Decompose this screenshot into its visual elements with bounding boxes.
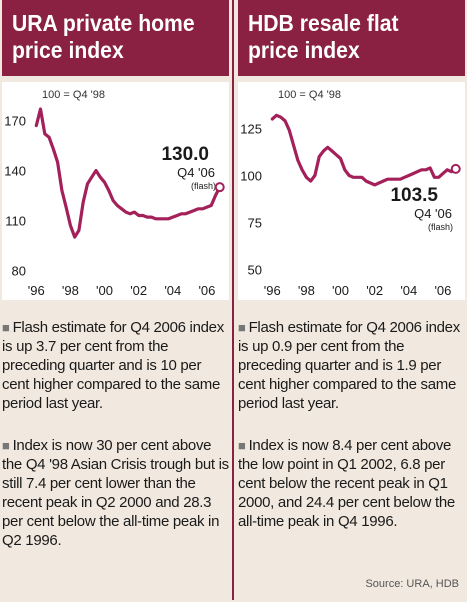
x-tick-label: '00	[332, 283, 349, 298]
bullet-square-icon: ■	[238, 320, 246, 335]
ura-panel: URA private home price index 100 = Q4 '9…	[2, 0, 229, 602]
hdb-bullet-2-text: Index is now 8.4 per cent above the low …	[238, 437, 455, 530]
bullet-square-icon: ■	[2, 320, 10, 335]
x-tick-label: '04	[164, 283, 181, 298]
y-tick-label: 50	[248, 262, 262, 277]
y-tick-label: 170	[4, 114, 26, 129]
y-tick-label: 140	[4, 164, 26, 179]
y-tick-label: 110	[5, 213, 26, 228]
ura-title-line1: URA private home	[12, 10, 195, 36]
hdb-bullet-1-text: Flash estimate for Q4 2006 index is up 0…	[238, 319, 460, 412]
ura-chart: 100 = Q4 '98 130.0 Q4 '06 (flash) 170 140…	[2, 82, 229, 300]
ura-base-note: 100 = Q4 '98	[42, 89, 105, 101]
y-tick-label: 80	[12, 263, 26, 278]
hdb-base-note: 100 = Q4 '98	[278, 89, 341, 101]
ura-bullet-2-text: Index is now 30 per cent above the Q4 '9…	[2, 437, 229, 549]
hdb-callout-value: 103.5	[390, 185, 438, 206]
x-tick-label: '02	[366, 283, 383, 298]
latest-value-marker	[450, 163, 461, 174]
hdb-title-line2: price index	[248, 37, 360, 63]
hdb-chart-svg: 100 = Q4 '98 103.5 Q4 '06 (flash) 125 100…	[240, 89, 461, 298]
x-tick-label: '02	[130, 283, 147, 298]
x-tick-label: '06	[434, 283, 451, 298]
panel-divider	[232, 0, 234, 600]
ura-title-line2: price index	[12, 37, 124, 63]
x-tick-label: '98	[62, 283, 79, 298]
ura-callout-value: 130.0	[161, 144, 209, 165]
ura-bullet-2: ■ Index is now 30 per cent above the Q4 '…	[2, 436, 229, 550]
x-tick-label: '98	[298, 283, 315, 298]
hdb-bullet-1: ■ Flash estimate for Q4 2006 index is up …	[238, 318, 465, 413]
y-tick-label: 125	[240, 121, 262, 136]
hdb-title-line1: HDB resale flat	[248, 10, 399, 36]
y-tick-label: 75	[248, 215, 262, 230]
ura-chart-svg: 100 = Q4 '98 130.0 Q4 '06 (flash) 170 140…	[4, 89, 225, 298]
ura-bullet-1-text: Flash estimate for Q4 2006 index is up 3…	[2, 319, 224, 412]
x-tick-label: '06	[198, 283, 215, 298]
x-tick-label: '04	[400, 283, 417, 298]
series-line	[270, 113, 458, 187]
series-line	[34, 107, 222, 239]
hdb-callout-flag: (flash)	[428, 222, 453, 232]
x-tick-label: '00	[96, 283, 113, 298]
hdb-callout-period: Q4 '06	[414, 206, 452, 221]
ura-callout-flag: (flash)	[191, 181, 216, 191]
ura-callout-period: Q4 '06	[177, 165, 215, 180]
ura-header: URA private home price index	[2, 0, 229, 76]
hdb-chart: 100 = Q4 '98 103.5 Q4 '06 (flash) 125 100…	[238, 82, 465, 300]
x-tick-label: '96	[28, 283, 45, 298]
latest-value-marker	[214, 182, 225, 193]
bullet-square-icon: ■	[238, 438, 246, 453]
x-tick-label: '96	[264, 283, 281, 298]
ura-bullet-1: ■ Flash estimate for Q4 2006 index is up …	[2, 318, 229, 413]
y-tick-label: 100	[240, 168, 262, 183]
bullet-square-icon: ■	[2, 438, 10, 453]
source-note: Source: URA, HDB	[365, 578, 459, 590]
hdb-panel: HDB resale flat price index 100 = Q4 '98…	[238, 0, 465, 602]
hdb-bullet-2: ■ Index is now 8.4 per cent above the low…	[238, 436, 465, 531]
hdb-header: HDB resale flat price index	[238, 0, 465, 76]
